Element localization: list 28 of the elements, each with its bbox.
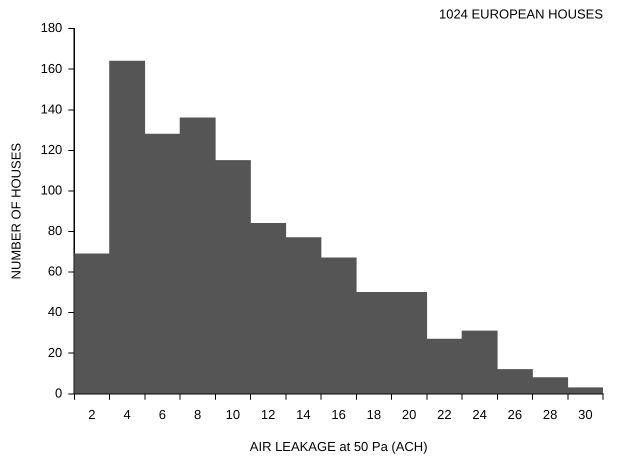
y-tick-label: 40 xyxy=(48,304,62,320)
x-tick-label: 20 xyxy=(402,407,416,422)
x-tick-label: 12 xyxy=(260,407,276,422)
x-tick-label: 26 xyxy=(508,407,522,422)
x-tick-label: 2 xyxy=(88,407,96,422)
y-tick-label: 120 xyxy=(40,142,62,157)
y-axis-title: NUMBER OF HOUSES xyxy=(8,142,24,280)
x-tick-label: 28 xyxy=(542,407,558,422)
y-tick-label: 100 xyxy=(40,182,62,198)
x-tick-label: 16 xyxy=(331,407,346,422)
y-tick-label: 160 xyxy=(40,60,62,76)
x-axis-title: AIR LEAKAGE at 50 Pa (ACH) xyxy=(250,438,428,454)
x-tick-label: 6 xyxy=(158,407,166,422)
x-tick-label: 14 xyxy=(296,407,311,422)
x-tick-label: 30 xyxy=(578,407,593,422)
x-tick-label: 24 xyxy=(472,407,487,422)
y-tick-label: 0 xyxy=(55,385,62,400)
y-tick-label: 80 xyxy=(48,223,62,238)
y-tick-label: 60 xyxy=(48,264,62,279)
y-tick-label: 180 xyxy=(40,20,62,36)
x-tick-label: 18 xyxy=(366,407,382,422)
x-tick-label: 22 xyxy=(437,407,452,422)
x-tick-label: 4 xyxy=(124,407,131,422)
y-tick-label: 140 xyxy=(40,101,62,116)
y-tick-label: 20 xyxy=(48,344,62,360)
chart-title: 1024 EUROPEAN HOUSES xyxy=(438,6,604,22)
x-tick-label: 8 xyxy=(194,407,202,422)
x-tick-label: 10 xyxy=(226,407,240,422)
